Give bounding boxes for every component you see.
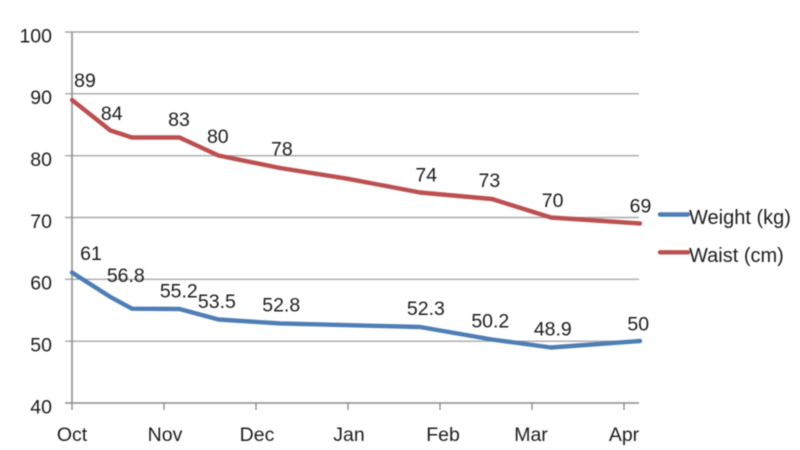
svg-text:Waist (cm): Waist (cm)	[689, 245, 784, 267]
svg-text:83: 83	[168, 109, 190, 131]
svg-text:48.9: 48.9	[534, 318, 572, 340]
svg-text:61: 61	[80, 243, 102, 265]
svg-text:Nov: Nov	[148, 424, 183, 446]
svg-text:69: 69	[630, 196, 652, 218]
svg-text:50.2: 50.2	[471, 310, 509, 332]
svg-text:70: 70	[30, 211, 52, 233]
svg-text:80: 80	[207, 126, 229, 148]
svg-text:89: 89	[74, 70, 96, 92]
svg-text:74: 74	[415, 165, 437, 187]
svg-text:60: 60	[30, 273, 52, 295]
svg-text:80: 80	[30, 149, 52, 171]
svg-text:52.3: 52.3	[407, 298, 445, 320]
svg-text:100: 100	[19, 25, 52, 47]
svg-text:56.8: 56.8	[107, 265, 145, 287]
svg-text:Feb: Feb	[426, 424, 460, 446]
svg-text:40: 40	[30, 396, 52, 418]
svg-text:50: 50	[627, 314, 649, 336]
svg-text:84: 84	[101, 103, 123, 125]
svg-text:70: 70	[542, 190, 564, 212]
svg-text:Apr: Apr	[609, 424, 640, 446]
svg-text:50: 50	[30, 335, 52, 357]
svg-text:Jan: Jan	[333, 424, 364, 446]
svg-text:78: 78	[271, 139, 293, 161]
svg-text:52.8: 52.8	[262, 295, 300, 317]
svg-text:Weight (kg): Weight (kg)	[689, 207, 791, 229]
svg-text:73: 73	[479, 170, 501, 192]
svg-text:90: 90	[30, 87, 52, 109]
svg-text:Mar: Mar	[514, 424, 548, 446]
svg-text:Dec: Dec	[240, 424, 275, 446]
svg-text:Oct: Oct	[57, 424, 88, 446]
svg-text:53.5: 53.5	[198, 291, 236, 313]
svg-text:55.2: 55.2	[160, 281, 198, 303]
